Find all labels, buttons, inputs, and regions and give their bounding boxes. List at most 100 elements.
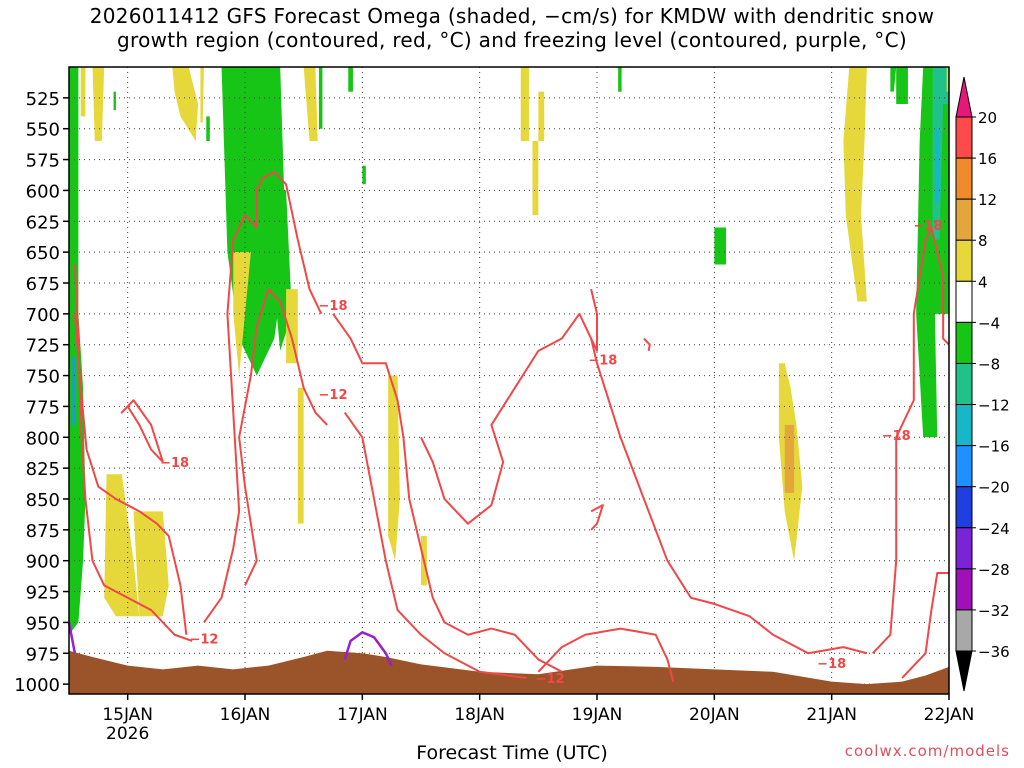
y-tick-label: 925 xyxy=(26,583,60,604)
colorbar-segment xyxy=(955,321,973,364)
x-tick-label: 17JAN xyxy=(337,705,388,725)
colorbar-segment xyxy=(955,116,973,159)
omega-shading-22 xyxy=(538,91,545,142)
omega-shading-3 xyxy=(92,67,105,142)
y-tick-label: 675 xyxy=(26,274,60,295)
colorbar-label: 20 xyxy=(978,109,997,127)
dendritic-contour-10 xyxy=(590,288,598,352)
y-tick-label: 550 xyxy=(26,120,60,141)
omega-shading-14 xyxy=(303,67,318,142)
colorbar-label: −32 xyxy=(978,602,1010,620)
contour-label: −18 xyxy=(882,429,911,444)
y-tick-label: 650 xyxy=(26,243,60,264)
colorbar-segment xyxy=(955,362,973,406)
x-tick-label: 20JAN xyxy=(689,705,740,725)
y-tick-label: 525 xyxy=(26,89,60,110)
y-tick-label: 750 xyxy=(26,367,60,388)
contour-label: −18 xyxy=(319,299,348,314)
colorbar-label: −12 xyxy=(978,397,1010,415)
x-tick-label: 19JAN xyxy=(572,705,623,725)
contour-label: −12 xyxy=(536,672,565,687)
y-tick-label: 775 xyxy=(26,397,60,418)
colorbar-segment xyxy=(955,280,973,323)
colorbar-segment xyxy=(955,157,973,200)
dendritic-contour-14 xyxy=(901,572,949,679)
colorbar-segment xyxy=(955,198,973,241)
omega-shading-25 xyxy=(714,227,727,265)
dendritic-contour-1 xyxy=(73,313,188,635)
omega-shading-33 xyxy=(934,128,940,203)
contour-label: −18 xyxy=(817,657,846,672)
omega-shading-16 xyxy=(362,165,366,185)
omega-shading-28 xyxy=(843,67,867,302)
y-tick-label: 850 xyxy=(26,490,60,511)
omega-shading-24 xyxy=(618,67,622,92)
omega-shading-5 xyxy=(104,474,140,617)
contour-label: −12 xyxy=(189,632,218,647)
colorbar-label: −4 xyxy=(978,314,1000,332)
plot-area xyxy=(69,67,949,694)
y-tick-label: 1000 xyxy=(14,675,60,696)
x-tick-label: 21JAN xyxy=(806,705,857,725)
y-tick-label: 950 xyxy=(26,613,60,634)
colorbar-segment xyxy=(955,609,973,652)
dendritic-contour-2 xyxy=(126,405,164,463)
colorbar-top-arrow xyxy=(955,76,973,118)
y-tick-label: 900 xyxy=(26,552,60,573)
freezing-level-contour xyxy=(343,630,393,667)
contour-label: −12 xyxy=(319,388,348,403)
x-tick-label: 15JAN xyxy=(102,705,153,725)
colorbar-segment xyxy=(955,404,973,447)
x-tick-label: 18JAN xyxy=(454,705,505,725)
omega-shading-1 xyxy=(72,357,75,425)
colorbar-label: 16 xyxy=(978,150,997,168)
dendritic-contour-13 xyxy=(872,226,950,654)
omega-shading-20 xyxy=(297,387,304,524)
colorbar-label: 12 xyxy=(978,191,997,209)
dendritic-contour-12 xyxy=(643,337,651,352)
omega-shading-15 xyxy=(318,67,323,129)
colorbar-label: −36 xyxy=(978,643,1010,661)
freezing-level-contour-edge xyxy=(67,622,77,654)
colorbar-label: −8 xyxy=(978,355,1000,373)
dendritic-contour-7 xyxy=(343,412,527,679)
omega-shading-7 xyxy=(172,67,199,142)
omega-shading-8 xyxy=(200,67,204,123)
title-line-1: 2026011412 GFS Forecast Omega (shaded, −… xyxy=(89,4,935,28)
omega-shading-29 xyxy=(896,67,908,105)
omega-shading-9 xyxy=(206,116,210,142)
contour-label: −18 xyxy=(160,456,189,471)
plot-frame xyxy=(68,66,950,695)
colorbar-segment xyxy=(955,527,973,570)
dendritic-contour-6 xyxy=(332,313,563,673)
omega-shading-2 xyxy=(80,67,86,117)
dendritic-contour-8 xyxy=(537,627,675,682)
colorbar-segment xyxy=(955,486,973,529)
x-year-label: 2026 xyxy=(106,724,149,744)
colorbar-label: −20 xyxy=(978,479,1010,497)
y-tick-label: 625 xyxy=(26,212,60,233)
y-tick-label: 600 xyxy=(26,181,60,202)
terrain-surface xyxy=(69,650,949,694)
y-tick-label: 975 xyxy=(26,644,60,665)
chart-title: 2026011412 GFS Forecast Omega (shaded, −… xyxy=(0,4,1024,52)
colorbar-bottom-arrow xyxy=(955,650,973,692)
colorbar-label: 8 xyxy=(978,232,988,250)
dendritic-contour-4 xyxy=(203,170,323,623)
omega-shading-17 xyxy=(348,67,353,92)
x-tick-label: 22JAN xyxy=(924,705,975,725)
colorbar-label: −24 xyxy=(978,520,1010,538)
contour-label: −18 xyxy=(913,219,942,234)
y-tick-label: 875 xyxy=(26,521,60,542)
y-tick-label: 575 xyxy=(26,151,60,172)
colorbar-label: 4 xyxy=(978,273,988,291)
colorbar-label: −28 xyxy=(978,561,1010,579)
y-tick-label: 825 xyxy=(26,459,60,480)
x-tick-label: 16JAN xyxy=(220,705,271,725)
dendritic-contour-11 xyxy=(590,504,604,531)
omega-shading-4 xyxy=(113,91,116,111)
credit-text: coolwx.com/models xyxy=(844,742,1010,760)
colorbar-segment xyxy=(955,445,973,488)
omega-shading-30 xyxy=(890,67,897,92)
